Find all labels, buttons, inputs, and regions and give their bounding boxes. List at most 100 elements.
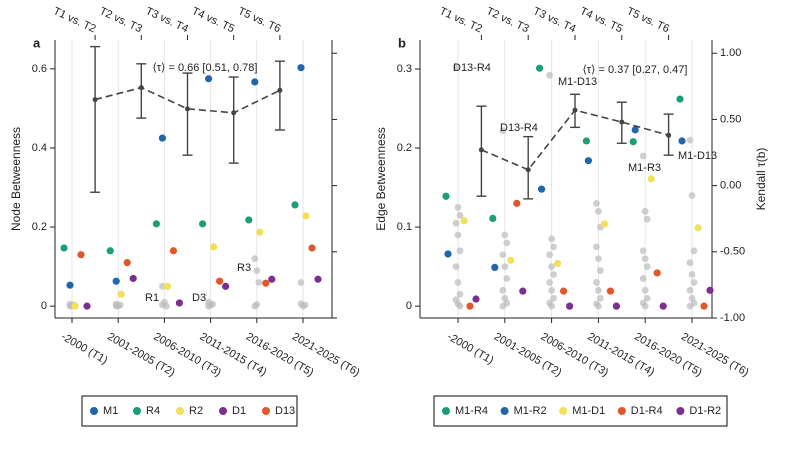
top-tick-label: T4 vs. T5 (578, 5, 624, 35)
gray-point (456, 302, 464, 310)
y2-tick-label: 1.00 (720, 47, 741, 59)
annotation: M1-R3 (628, 162, 661, 174)
legend-label: M1-D1 (572, 405, 605, 417)
series-point (659, 302, 667, 310)
series-point (606, 287, 615, 295)
legend-marker (176, 407, 184, 415)
series-point (706, 286, 714, 294)
series-point (163, 282, 171, 290)
gray-point (690, 279, 698, 286)
series-point (694, 224, 702, 232)
gray-point (641, 207, 649, 215)
gray-point (597, 294, 604, 302)
tau-point (185, 106, 190, 112)
gray-point (641, 255, 649, 263)
top-tick-label: T5 vs. T6 (625, 5, 671, 35)
legend-label: R4 (146, 405, 160, 417)
legend-marker (442, 407, 450, 415)
y2-tick-label: 0.00 (720, 180, 741, 192)
series-point (308, 244, 316, 252)
y-tick-label: 0.2 (397, 142, 412, 154)
legend-marker (676, 407, 685, 415)
y-tick-label: 0.3 (397, 63, 412, 75)
y-axis-label: Node Betweenness (9, 127, 23, 231)
annotation: ⟨τ⟩ = 0.37 [0.27, 0.47] (583, 64, 688, 76)
legend-label: M1-R2 (514, 405, 547, 417)
gray-point (688, 192, 696, 199)
annotation: D3 (192, 292, 206, 304)
tau-point (666, 132, 672, 138)
series-point (582, 137, 591, 145)
series-point (60, 244, 68, 252)
x-tick-label: -2000 (T1) (59, 331, 109, 367)
gray-point (297, 279, 305, 286)
annotation: M1-D13 (678, 150, 717, 162)
annotation: M1-D13 (558, 76, 597, 88)
top-tick-label: T3 vs. T4 (531, 5, 577, 35)
legend-marker (559, 407, 568, 415)
y-tick-label: 0 (41, 300, 47, 312)
gray-point (456, 247, 464, 255)
panel-label: b (398, 35, 406, 50)
gray-point (593, 243, 600, 251)
gray-point (548, 263, 555, 271)
legend-marker (262, 407, 270, 415)
gray-point (253, 301, 261, 308)
gray-point (593, 279, 600, 286)
gray-point (499, 251, 507, 259)
gray-point (503, 275, 511, 282)
gray-point (639, 247, 647, 255)
x-tick-label: -2000 (T1) (445, 331, 495, 367)
legend-label: D1-R2 (689, 405, 721, 417)
gray-point (595, 286, 602, 294)
series-point (700, 302, 708, 310)
gray-point (595, 207, 602, 215)
series-point (489, 214, 497, 223)
gray-point (456, 211, 464, 219)
series-point (647, 175, 655, 183)
series-point (519, 287, 527, 295)
gray-point (456, 290, 464, 298)
gray-point (546, 279, 553, 286)
series-point (66, 281, 74, 289)
series-point (205, 75, 213, 83)
annotation: R1 (145, 292, 159, 304)
legend-label: R2 (189, 405, 203, 417)
gray-point (597, 267, 604, 274)
series-point (676, 95, 684, 103)
series-point (245, 216, 253, 224)
series-point (256, 228, 264, 236)
legend-marker (219, 407, 227, 415)
top-tick-label: T3 vs. T4 (144, 5, 190, 35)
gray-point (255, 279, 263, 286)
gray-point (686, 286, 694, 294)
gray-point (454, 279, 462, 286)
series-point (491, 263, 499, 272)
series-point (117, 290, 125, 298)
series-point (297, 64, 305, 72)
gray-point (643, 294, 651, 302)
legend-label: D1-R4 (631, 405, 663, 417)
tau-point (138, 85, 144, 91)
gray-point (548, 235, 555, 243)
gray-point (499, 127, 507, 135)
gray-point (593, 199, 600, 207)
gray-point (686, 259, 694, 267)
gray-point (546, 251, 553, 259)
series-point (460, 217, 468, 225)
gray-point (159, 282, 166, 290)
y-axis-label: Edge Betweenness (374, 127, 388, 230)
gray-point (159, 301, 166, 309)
top-tick-label: T2 vs. T3 (97, 5, 143, 35)
gray-point (503, 239, 511, 247)
gray-point (643, 215, 651, 223)
gray-point (548, 286, 555, 294)
series-point (268, 275, 276, 283)
y-tick-label: 0.2 (32, 221, 47, 233)
gray-point (205, 298, 213, 306)
annotation: D13-R4 (453, 62, 491, 74)
gray-point (297, 300, 305, 308)
gray-point (686, 136, 694, 144)
gray-point (548, 302, 555, 310)
y-tick-label: 0.6 (32, 63, 47, 75)
